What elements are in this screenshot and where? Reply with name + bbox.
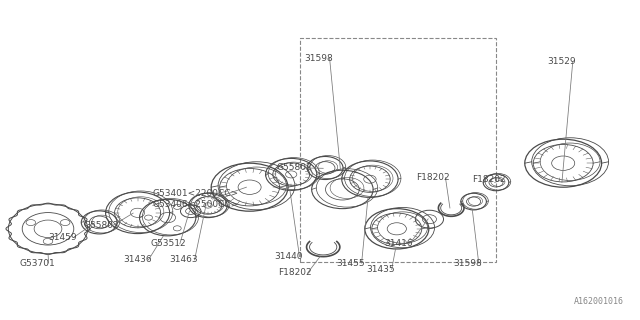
Text: 31598: 31598 (453, 259, 482, 268)
Text: 31440: 31440 (274, 252, 303, 261)
Text: G53401<2200CC>
G53406<2500CC>: G53401<2200CC> G53406<2500CC> (152, 189, 239, 209)
Text: A162001016: A162001016 (574, 297, 624, 306)
Text: 31416: 31416 (384, 239, 413, 248)
Text: 31455: 31455 (336, 259, 365, 268)
Text: 31463: 31463 (169, 255, 198, 264)
Text: F18202: F18202 (416, 173, 450, 182)
Text: 31529: 31529 (547, 57, 576, 66)
Text: 31459: 31459 (48, 233, 77, 242)
Text: G55802: G55802 (83, 221, 119, 230)
Bar (300, 38, 496, 262)
Text: 31435: 31435 (366, 265, 395, 274)
Text: G55802: G55802 (276, 164, 312, 172)
Text: G53512: G53512 (150, 239, 186, 248)
Text: F18202: F18202 (472, 175, 506, 184)
Text: 31436: 31436 (123, 255, 152, 264)
Text: 31598: 31598 (304, 54, 333, 63)
Text: F18202: F18202 (278, 268, 312, 277)
Text: G53701: G53701 (19, 259, 55, 268)
